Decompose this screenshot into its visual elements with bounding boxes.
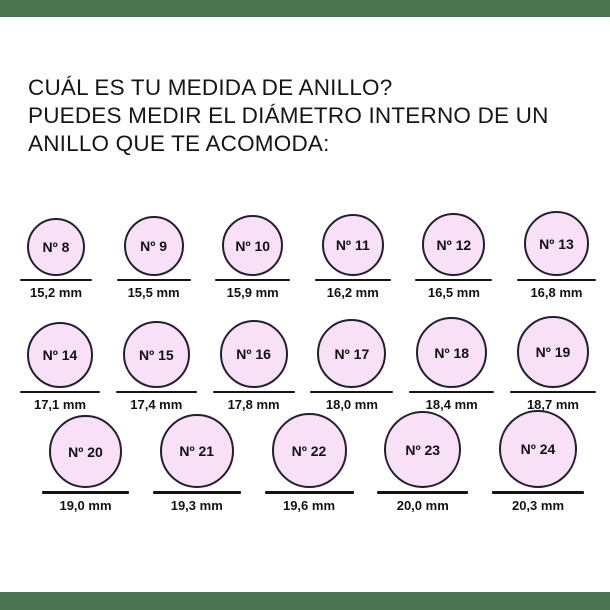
ring-size-label: Nº 23 xyxy=(405,441,441,458)
ring-size-label: Nº 17 xyxy=(334,345,370,362)
ring-circle: Nº 18 xyxy=(416,317,488,388)
ring-underline xyxy=(212,391,295,393)
ring-underline xyxy=(42,491,129,494)
ring-underline xyxy=(409,391,495,393)
ring-size-item: Nº 18 18,4 mm xyxy=(409,317,495,412)
ring-underline xyxy=(415,279,493,281)
ring-size-label: Nº 14 xyxy=(42,347,78,363)
ring-size-item: Nº 10 15,9 mm xyxy=(215,215,291,300)
ring-underline xyxy=(215,279,291,281)
ring-circle: Nº 9 xyxy=(123,216,184,276)
title-line-1: CUÁL ES TU MEDIDA DE ANILLO? xyxy=(28,75,393,100)
ring-measure-label: 15,2 mm xyxy=(29,285,83,300)
ring-size-item: Nº 23 20,0 mm xyxy=(377,411,469,513)
ring-measure-label: 17,4 mm xyxy=(130,397,183,412)
ring-size-label: Nº 21 xyxy=(179,443,215,459)
ring-circle: Nº 17 xyxy=(317,319,387,388)
ring-circle: Nº 24 xyxy=(499,410,577,488)
ring-circle: Nº 23 xyxy=(384,411,462,488)
ring-row-1: Nº 8 15,2 mm Nº 9 15,5 mm Nº 10 15,9 mm Nº 11 1… xyxy=(20,200,596,300)
ring-measure-label: 19,0 mm xyxy=(59,498,112,513)
ring-underline xyxy=(20,279,92,281)
page-title: CUÁL ES TU MEDIDA DE ANILLO? PUEDES MEDI… xyxy=(28,74,549,158)
ring-underline xyxy=(492,491,584,494)
ring-circle: Nº 20 xyxy=(49,415,122,488)
ring-measure-label: 16,5 mm xyxy=(427,285,480,300)
ring-measure-label: 16,2 mm xyxy=(326,285,379,300)
ring-size-label: Nº 15 xyxy=(138,346,174,363)
ring-measure-label: 18,7 mm xyxy=(526,397,579,412)
title-line-2: PUEDES MEDIR EL DIÁMETRO INTERNO DE UN xyxy=(28,103,549,128)
ring-size-label: Nº 11 xyxy=(335,237,370,253)
ring-measure-label: 19,3 mm xyxy=(170,498,223,513)
ring-size-item: Nº 11 16,2 mm xyxy=(314,214,391,300)
ring-size-item: Nº 21 19,3 mm xyxy=(152,414,241,513)
ring-underline xyxy=(20,391,100,393)
ring-measure-label: 19,6 mm xyxy=(282,498,336,513)
ring-circle: Nº 16 xyxy=(219,320,288,388)
ring-size-item: Nº 13 16,8 mm xyxy=(516,211,596,300)
ring-underline xyxy=(264,491,354,494)
ring-size-item: Nº 14 17,1 mm xyxy=(20,322,100,412)
ring-size-label: Nº 13 xyxy=(539,235,574,252)
bottom-green-band xyxy=(0,592,610,610)
ring-size-item: Nº 8 15,2 mm xyxy=(20,218,92,300)
ring-underline xyxy=(115,391,197,393)
ring-size-label: Nº 24 xyxy=(520,441,556,457)
ring-size-item: Nº 22 19,6 mm xyxy=(264,413,354,513)
top-green-band xyxy=(0,0,610,17)
ring-measure-label: 15,5 mm xyxy=(127,285,180,300)
ring-size-label: Nº 16 xyxy=(236,346,271,362)
ring-measure-label: 18,4 mm xyxy=(425,397,478,412)
ring-size-label: Nº 10 xyxy=(235,237,271,254)
ring-measure-label: 16,8 mm xyxy=(530,285,583,300)
ring-size-item: Nº 24 20,3 mm xyxy=(492,410,584,513)
ring-size-item: Nº 15 17,4 mm xyxy=(115,321,197,412)
ring-circle: Nº 8 xyxy=(27,218,85,276)
ring-underline xyxy=(152,491,241,494)
ring-size-label: Nº 20 xyxy=(68,443,103,460)
ring-size-label: Nº 12 xyxy=(436,236,472,253)
ring-circle: Nº 13 xyxy=(523,211,589,276)
ring-measure-label: 15,9 mm xyxy=(226,285,279,300)
ring-circle: Nº 14 xyxy=(27,322,93,388)
ring-size-item: Nº 19 18,7 mm xyxy=(509,316,596,412)
title-line-3: ANILLO QUE TE ACOMODA: xyxy=(28,131,330,156)
ring-size-item: Nº 9 15,5 mm xyxy=(116,216,191,300)
ring-measure-label: 18,0 mm xyxy=(325,397,378,412)
ring-size-label: Nº 9 xyxy=(140,238,168,254)
ring-underline xyxy=(314,279,391,281)
ring-underline xyxy=(516,279,596,281)
ring-circle: Nº 19 xyxy=(516,316,589,388)
ring-size-label: Nº 19 xyxy=(535,344,571,360)
ring-size-label: Nº 8 xyxy=(42,239,70,255)
ring-measure-label: 17,1 mm xyxy=(33,397,87,412)
ring-underline xyxy=(310,391,394,393)
ring-circle: Nº 11 xyxy=(321,214,384,276)
ring-measure-label: 20,3 mm xyxy=(511,498,565,513)
ring-size-item: Nº 16 17,8 mm xyxy=(212,320,295,412)
ring-circle: Nº 22 xyxy=(271,413,347,488)
ring-circle: Nº 21 xyxy=(159,414,234,488)
ring-circle: Nº 15 xyxy=(122,321,190,388)
ring-underline xyxy=(509,391,596,393)
ring-underline xyxy=(377,491,469,494)
ring-row-2: Nº 14 17,1 mm Nº 15 17,4 mm Nº 16 17,8 mm Nº 1… xyxy=(20,312,596,412)
ring-underline xyxy=(116,279,191,281)
ring-size-item: Nº 20 19,0 mm xyxy=(42,415,129,513)
ring-size-item: Nº 17 18,0 mm xyxy=(310,319,394,412)
ring-size-label: Nº 22 xyxy=(291,442,327,459)
ring-measure-label: 17,8 mm xyxy=(227,397,280,412)
ring-size-item: Nº 12 16,5 mm xyxy=(415,213,493,300)
ring-circle: Nº 12 xyxy=(422,213,486,276)
ring-size-label: Nº 18 xyxy=(434,344,470,361)
ring-circle: Nº 10 xyxy=(222,215,284,276)
ring-row-3: Nº 20 19,0 mm Nº 21 19,3 mm Nº 22 19,6 mm Nº 2… xyxy=(42,410,584,513)
ring-measure-label: 20,0 mm xyxy=(396,498,449,513)
